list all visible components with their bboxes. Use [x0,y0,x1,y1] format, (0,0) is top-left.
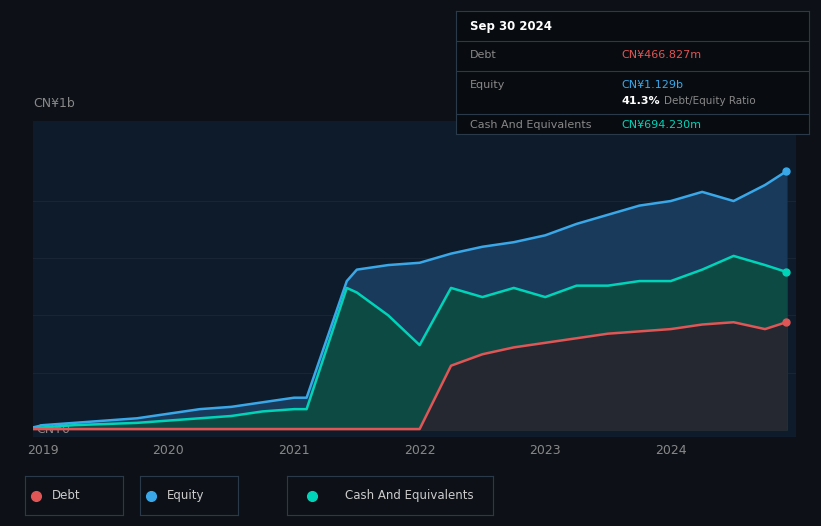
Text: Debt/Equity Ratio: Debt/Equity Ratio [664,96,755,106]
Text: CN¥1.129b: CN¥1.129b [621,79,684,90]
Text: Equity: Equity [167,489,204,502]
Text: Debt: Debt [470,50,497,60]
Text: Equity: Equity [470,79,505,90]
Text: Cash And Equivalents: Cash And Equivalents [470,120,591,130]
Text: CN¥1b: CN¥1b [33,97,75,110]
Text: CN¥466.827m: CN¥466.827m [621,50,702,60]
Text: 41.3%: 41.3% [621,96,660,106]
Text: Debt: Debt [53,489,80,502]
Text: CN¥694.230m: CN¥694.230m [621,120,702,130]
Text: Sep 30 2024: Sep 30 2024 [470,20,552,33]
Text: Cash And Equivalents: Cash And Equivalents [345,489,474,502]
Text: CN¥0: CN¥0 [37,423,71,436]
